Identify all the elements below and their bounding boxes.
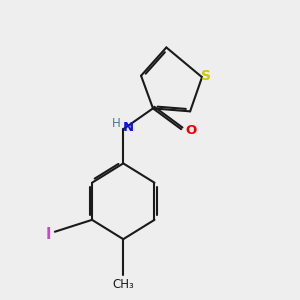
Text: S: S	[201, 69, 211, 83]
Text: I: I	[46, 227, 51, 242]
Text: N: N	[123, 121, 134, 134]
Text: H: H	[112, 117, 121, 130]
Text: O: O	[185, 124, 196, 137]
Text: CH₃: CH₃	[112, 278, 134, 291]
